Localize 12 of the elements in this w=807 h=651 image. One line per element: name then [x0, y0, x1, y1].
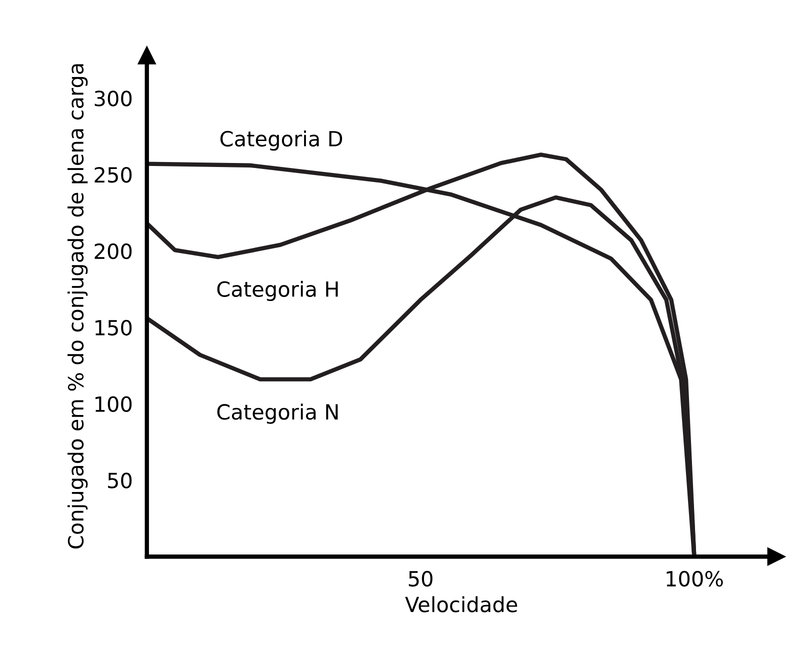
y-axis-title: Conjugado em % do conjugado de plena carga — [68, 64, 88, 548]
series-label: Categoria N — [217, 404, 338, 424]
series-label: Categoria D — [220, 130, 342, 151]
x-tick-label: 100% — [666, 570, 723, 587]
series-label: Categoria H — [217, 280, 338, 302]
y-tick-label: 150 — [96, 320, 132, 336]
y-tick-label: 200 — [94, 243, 132, 260]
y-tick-label: 100 — [96, 396, 132, 412]
y-tick-label: 50 — [108, 472, 132, 488]
x-axis-title: Velocidade — [405, 596, 518, 612]
y-tick-label: 300 — [94, 90, 132, 106]
y-tick-label: 250 — [94, 166, 132, 183]
